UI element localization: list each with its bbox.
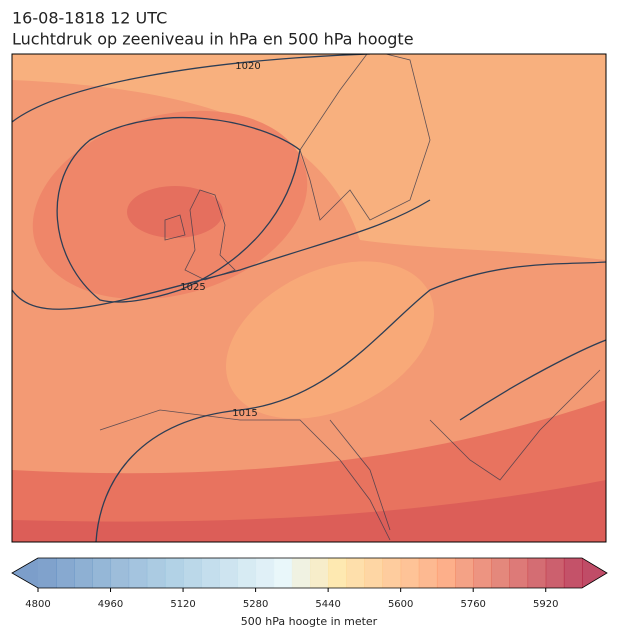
colorbar-band <box>491 558 510 588</box>
isobar <box>56 117 301 303</box>
colorbar-band <box>146 558 166 588</box>
colorbar-band <box>328 558 347 588</box>
coastline <box>299 54 431 221</box>
isobar <box>95 261 606 542</box>
colorbar-band <box>418 558 438 588</box>
colorbar-extend <box>582 558 607 588</box>
colorbar-tick-label: 5280 <box>243 599 268 610</box>
isobar <box>459 339 606 421</box>
contour-label: 1025 <box>180 282 205 293</box>
field <box>12 54 606 260</box>
colorbar-outline <box>11 557 608 589</box>
colorbar-extend <box>12 558 38 588</box>
coastline <box>184 189 236 281</box>
map-frame <box>11 53 607 543</box>
colorbar-tick-label: 5440 <box>315 599 340 610</box>
title-line-1: 16-08-1818 12 UTC <box>12 9 167 28</box>
map: 1020 1025 1015 <box>12 54 606 542</box>
colorbar-band <box>310 558 329 588</box>
field <box>127 186 223 238</box>
title-line-2: Luchtdruk op zeeniveau in hPa en 500 hPa… <box>12 30 414 49</box>
coastline <box>429 369 601 481</box>
colorbar: 4800 4960 5120 5280 5440 5600 5760 5920 <box>11 557 608 610</box>
contour-label: 1020 <box>235 61 260 72</box>
colorbar-band <box>346 558 365 588</box>
colorbar-band <box>455 558 474 588</box>
colorbar-band <box>273 558 293 588</box>
colorbar-band <box>74 558 93 588</box>
colorbar-band <box>164 558 184 588</box>
colorbar-tick-label: 5600 <box>388 599 413 610</box>
colorbar-band <box>509 558 529 588</box>
colorbar-band <box>382 558 402 588</box>
colorbar-tick-label: 4800 <box>25 599 50 610</box>
colorbar-band <box>473 558 492 588</box>
colorbar-band <box>545 558 565 588</box>
colorbar-tick-label: 5760 <box>460 599 485 610</box>
field <box>12 480 606 542</box>
colorbar-band <box>527 558 547 588</box>
colorbar-band <box>364 558 384 588</box>
colorbar-band <box>400 558 420 588</box>
colorbar-tick-label: 5120 <box>170 599 195 610</box>
colorbar-band <box>219 558 238 588</box>
colorbar-band <box>201 558 220 588</box>
colorbar-band <box>56 558 75 588</box>
colorbar-band <box>291 558 311 588</box>
colorbar-band <box>255 558 275 588</box>
colorbar-band <box>436 558 456 588</box>
isobar <box>12 199 431 310</box>
contour-label: 1015 <box>232 408 257 419</box>
coastline <box>164 214 186 241</box>
colorbar-band <box>110 558 130 588</box>
colorbar-band <box>237 558 257 588</box>
field <box>226 261 434 419</box>
colorbar-band <box>183 558 202 588</box>
colorbar-band <box>128 558 148 588</box>
colorbar-tick-label: 5920 <box>533 599 558 610</box>
coastline <box>99 409 391 541</box>
isobar <box>12 54 371 123</box>
colorbar-band <box>563 558 583 588</box>
colorbar-band <box>92 558 112 588</box>
colorbar-tick-label: 4960 <box>98 599 123 610</box>
colorbar-band <box>38 558 57 588</box>
colorbar-label: 500 hPa hoogte in meter <box>241 615 378 628</box>
